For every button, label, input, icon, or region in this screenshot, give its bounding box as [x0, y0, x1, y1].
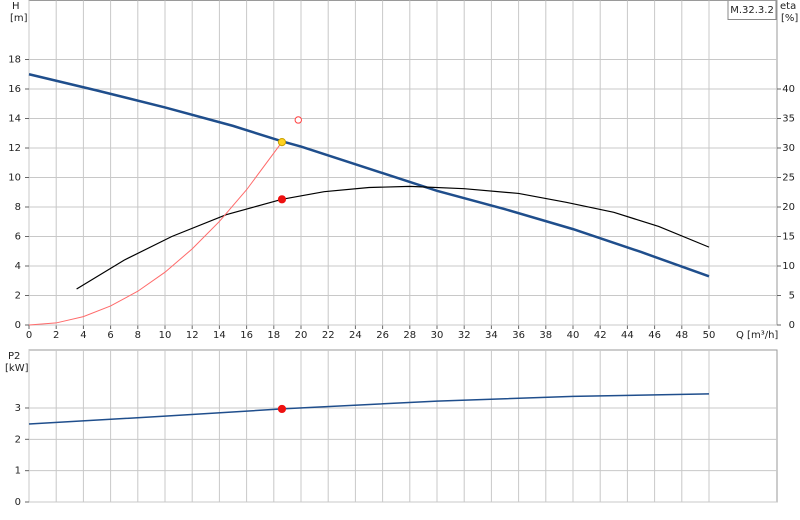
- x-tick-label: 46: [648, 330, 661, 341]
- y2-tick-label: 0: [789, 320, 795, 331]
- y-tick-label: 16: [8, 84, 21, 95]
- x-tick-label: 6: [107, 330, 113, 341]
- y2-tick-label: 25: [782, 173, 795, 184]
- y-unit: [m]: [10, 13, 28, 24]
- x-tick-label: 14: [213, 330, 226, 341]
- y2-tick-label: 30: [782, 143, 795, 154]
- x-tick-label: 22: [322, 330, 335, 341]
- y-tick-label: 10: [8, 173, 21, 184]
- x-tick-label: 30: [431, 330, 444, 341]
- y-tick-label: 2: [15, 291, 21, 302]
- x-label: Q [m³/h]: [736, 330, 778, 341]
- point-marker: [277, 138, 287, 147]
- y-tick-label: 8: [15, 202, 21, 213]
- model-label: M.32.3.2: [730, 5, 774, 16]
- x-tick-label: 44: [621, 330, 634, 341]
- plot-frame: [28, 0, 778, 326]
- y-tick-label: 18: [8, 55, 21, 66]
- y-tick-label: 14: [8, 114, 21, 125]
- x-tick-label: 4: [80, 330, 86, 341]
- y-label: P2: [8, 351, 20, 362]
- x-tick-label: 18: [267, 330, 280, 341]
- y2-tick-label: 15: [782, 232, 795, 243]
- y-tick-label: 0: [15, 497, 21, 508]
- x-tick-label: 12: [186, 330, 199, 341]
- y2-unit: [%]: [781, 13, 798, 24]
- x-tick-label: 48: [675, 330, 688, 341]
- x-tick-label: 2: [53, 330, 59, 341]
- y-tick-label: 3: [15, 403, 21, 414]
- x-tick-label: 8: [135, 330, 141, 341]
- y-tick-label: 0: [15, 320, 21, 331]
- x-tick-label: 28: [403, 330, 416, 341]
- series-line: [28, 393, 710, 425]
- x-tick-label: 24: [349, 330, 362, 341]
- x-tick-label: 32: [458, 330, 471, 341]
- y-tick-label: 4: [15, 261, 21, 272]
- y2-tick-label: 40: [782, 84, 795, 95]
- x-tick-label: 10: [159, 330, 172, 341]
- y-tick-label: 2: [15, 434, 21, 445]
- y-unit: [kW]: [5, 363, 29, 374]
- point-marker: [277, 195, 287, 204]
- x-tick-label: 50: [703, 330, 716, 341]
- x-tick-label: 40: [567, 330, 580, 341]
- series-line: [76, 185, 710, 290]
- y-tick-label: 1: [15, 466, 21, 477]
- x-tick-label: 38: [539, 330, 552, 341]
- x-tick-label: 34: [485, 330, 498, 341]
- y-tick-label: 12: [8, 143, 21, 154]
- point-marker: [277, 404, 287, 414]
- plot-frame: [28, 349, 778, 503]
- y2-label: eta: [780, 1, 796, 12]
- y2-tick-label: 5: [789, 291, 795, 302]
- x-tick-label: 42: [594, 330, 607, 341]
- x-tick-label: 20: [295, 330, 308, 341]
- x-tick-label: 26: [376, 330, 389, 341]
- x-tick-label: 36: [512, 330, 525, 341]
- series-line: [28, 141, 283, 326]
- duty-point-marker: [294, 116, 302, 124]
- y2-tick-label: 20: [782, 202, 795, 213]
- y-label: H: [12, 1, 20, 12]
- x-tick-label: 16: [240, 330, 253, 341]
- y-tick-label: 6: [15, 232, 21, 243]
- y2-tick-label: 35: [782, 114, 795, 125]
- x-tick-label: 0: [26, 330, 32, 341]
- y2-tick-label: 10: [782, 261, 795, 272]
- series-line: [28, 73, 710, 278]
